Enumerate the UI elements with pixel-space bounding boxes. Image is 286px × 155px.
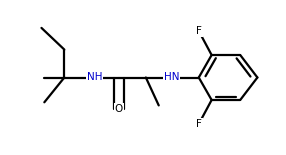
- Text: HN: HN: [164, 73, 179, 82]
- Text: F: F: [196, 119, 202, 129]
- Text: NH: NH: [87, 73, 102, 82]
- Text: F: F: [196, 26, 202, 36]
- Text: O: O: [115, 104, 123, 113]
